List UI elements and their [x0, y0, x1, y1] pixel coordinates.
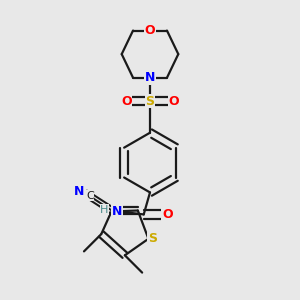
Text: S: S — [146, 95, 154, 108]
Text: N: N — [112, 205, 122, 218]
Text: N: N — [74, 185, 85, 198]
Text: S: S — [148, 232, 157, 245]
Text: N: N — [145, 71, 155, 84]
Text: O: O — [121, 95, 132, 108]
Text: O: O — [168, 95, 179, 108]
Text: O: O — [162, 208, 172, 221]
Text: H: H — [100, 205, 109, 215]
Text: O: O — [145, 24, 155, 37]
Text: C: C — [86, 191, 94, 201]
